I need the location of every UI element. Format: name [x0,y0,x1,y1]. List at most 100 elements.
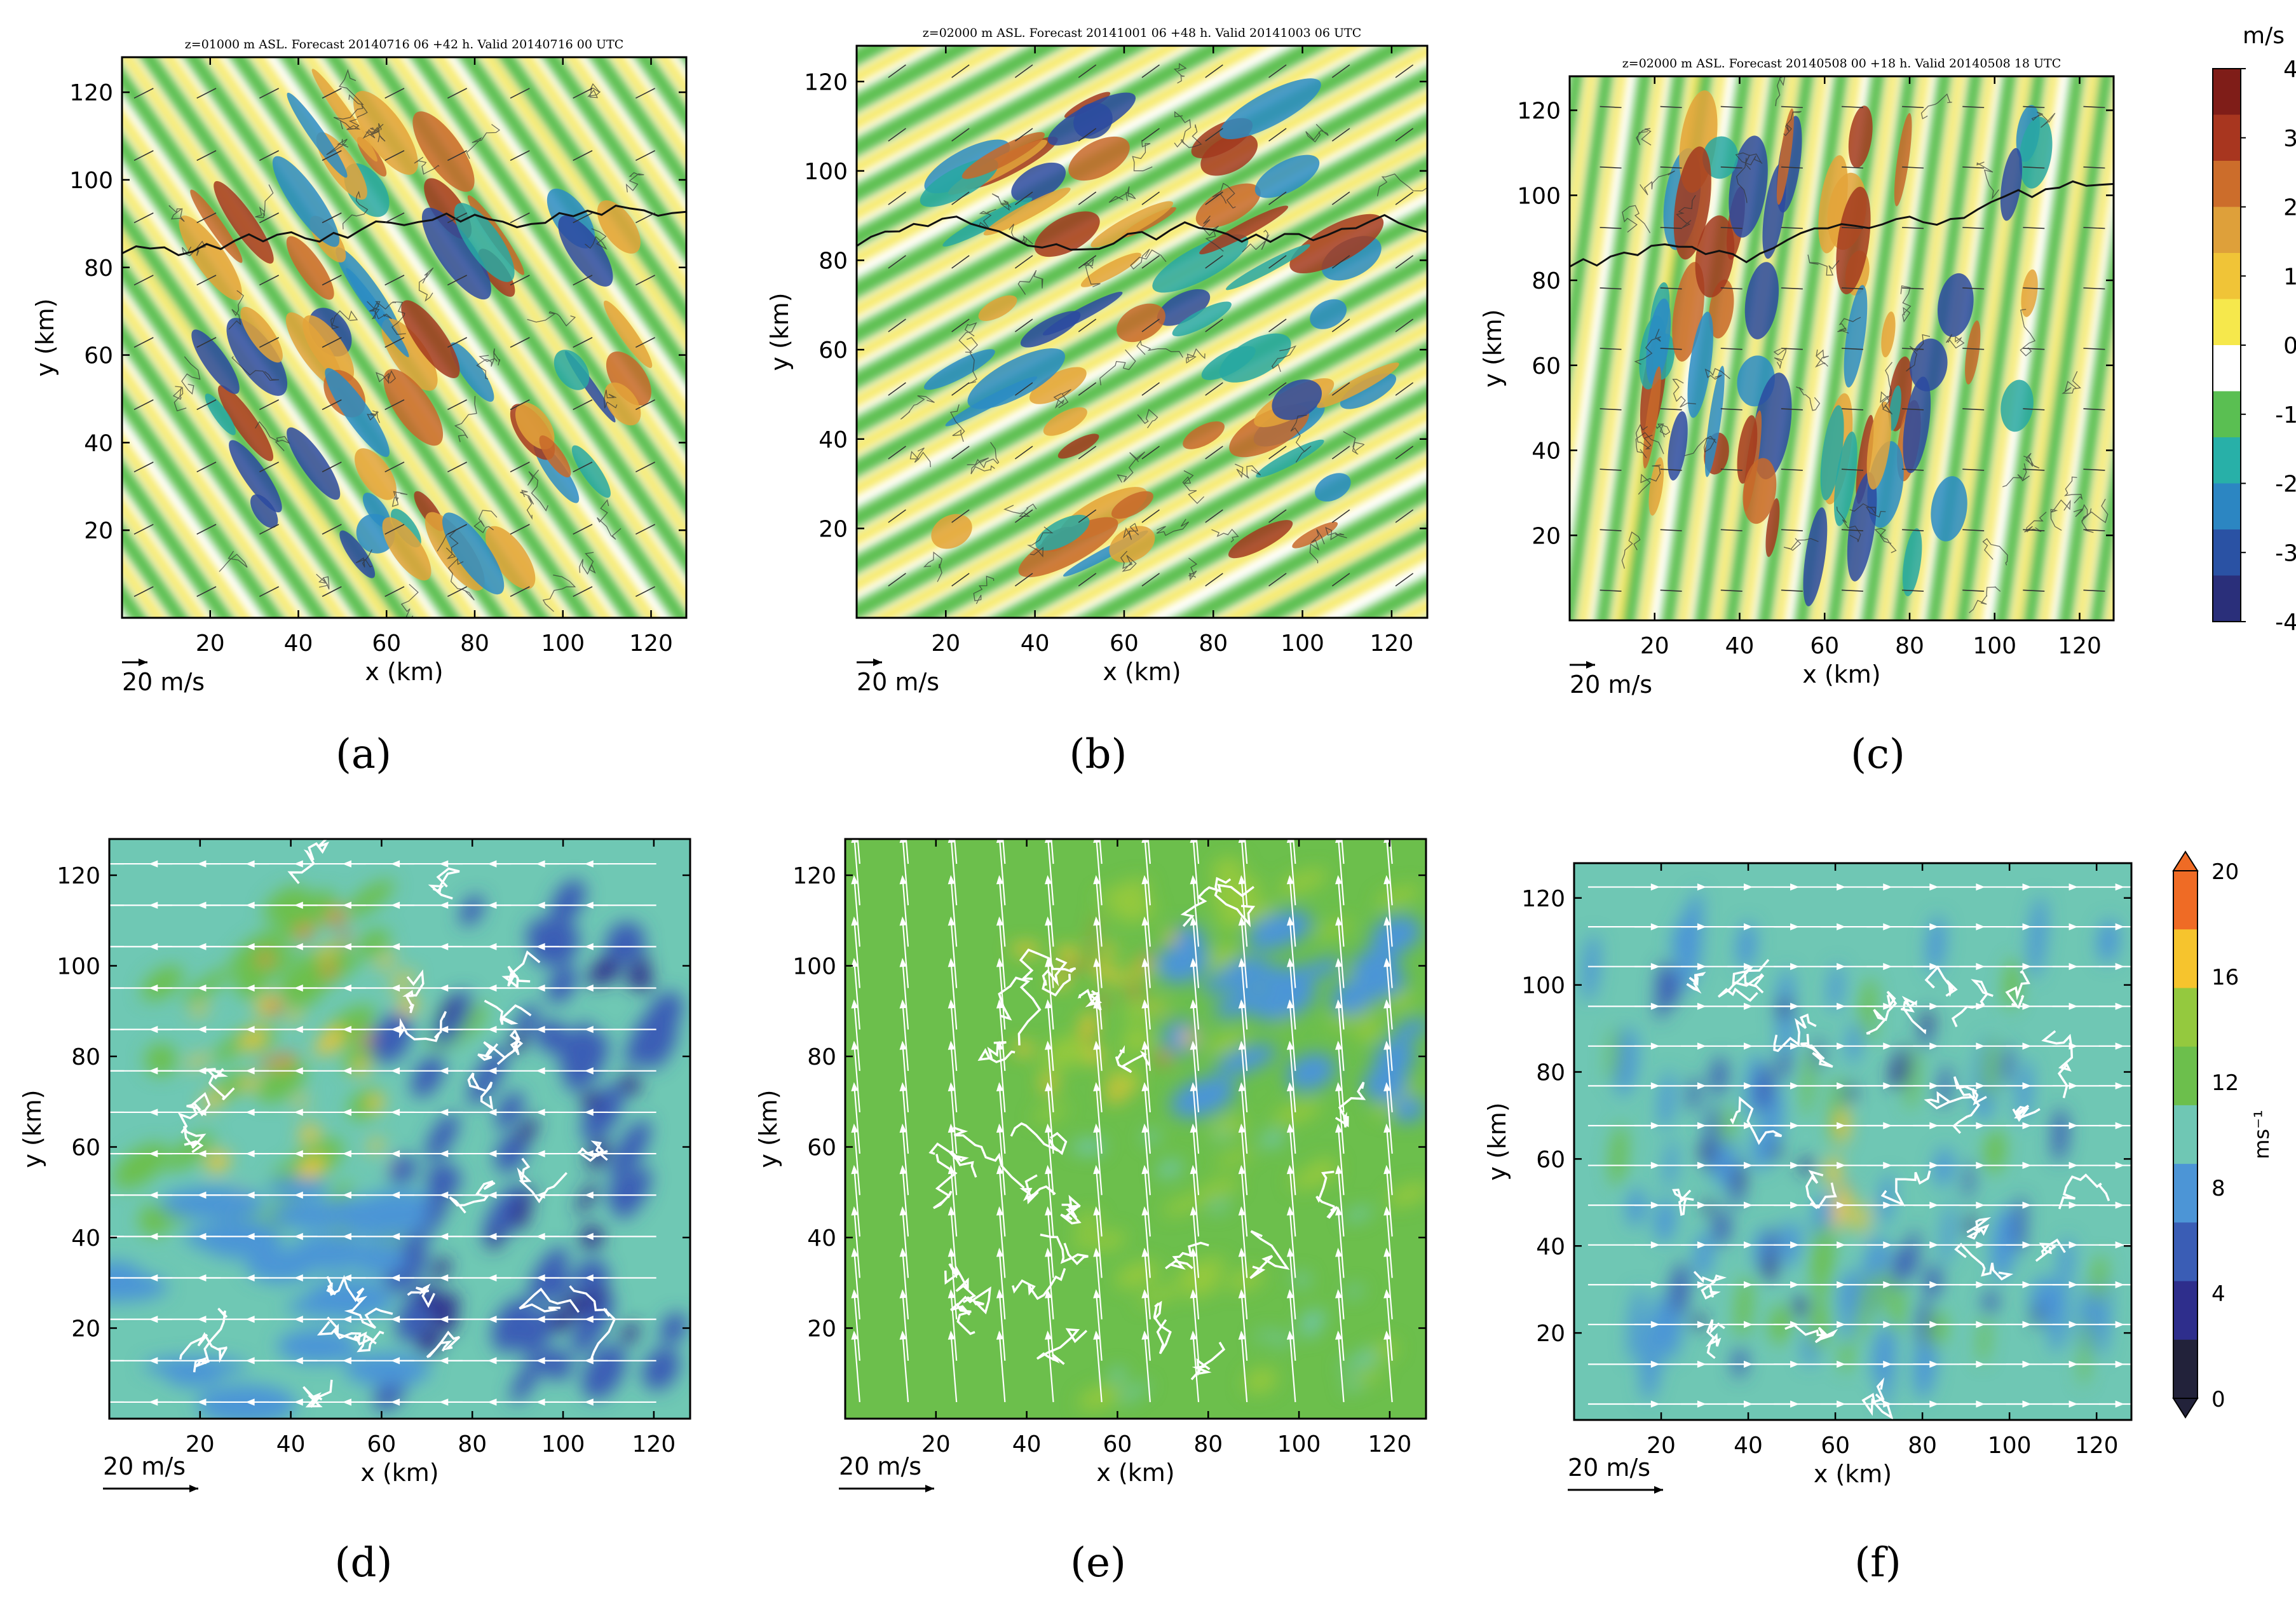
wind-vector [1337,1166,1345,1237]
wind-vector [998,1208,1006,1278]
w-blob [1704,365,1725,477]
contour-line [1202,215,1224,252]
wind-arrow [1395,64,1414,78]
contour-line [955,1286,991,1314]
speed-blob [432,1257,451,1279]
wind-arrow [635,586,656,597]
wind-vector-head [197,984,207,992]
contour-line [1053,389,1071,409]
w-blob [1109,526,1155,563]
colorbar-segment [2213,391,2241,438]
wind-arrow [1205,64,1223,78]
w-blob [1090,201,1174,248]
x-tick-label: 100 [1973,633,2016,659]
wind-vector-head [294,1274,303,1282]
wind-arrow [322,88,342,99]
colorbar-segment [2173,988,2198,1047]
contour-line [402,969,425,1014]
wind-arrow [2083,468,2105,471]
speed-blob [1080,1014,1097,1027]
wind-vector-head [996,1248,1004,1257]
w-band-down [857,62,1427,618]
speed-blob [1610,1124,1627,1187]
contour-line [1635,432,1664,458]
wind-vector-head [1286,1289,1294,1299]
speed-blob [1040,1077,1058,1091]
y-tick-label: 20 [71,1316,100,1342]
wind-vector-head [2163,1004,2169,1009]
wind-vector [853,959,860,1030]
reference-vector-head [139,658,147,666]
wind-arrow [1078,255,1097,269]
wind-arrow [1902,287,1924,290]
wind-vector [1143,877,1151,947]
country-border [1570,180,2114,268]
wind-vector [1337,1001,1345,1071]
contour-line [1235,463,1261,479]
wind-vector-head [391,1108,400,1116]
speed-blob [2034,1302,2042,1328]
wind-vector-head [54,903,60,908]
wind-vector-head [851,916,859,926]
panel-labels: (a) (b) (c) (d) (e) (f) [335,731,1905,1586]
wind-vector-head [536,1232,545,1240]
wind-arrow [1331,573,1350,587]
w-blob [346,268,409,358]
contour-line [1077,988,1103,1011]
wind-arrow [196,586,217,597]
wind-arrow [888,64,906,78]
wind-vector [998,839,1006,906]
speed-blob [1671,1263,1689,1316]
wind-vector-head [149,1067,158,1075]
contour-line [1290,414,1312,463]
wind-vector [1244,839,1248,864]
speed-blob [1070,1140,1094,1152]
speed-blob [1082,1026,1097,1033]
contour-line [362,123,384,139]
wind-vector [950,839,958,906]
w-blob [179,215,242,301]
speed-blob [1699,1144,1713,1160]
wind-vector-head [149,943,158,950]
wind-vector-head [584,1150,594,1157]
x-tick-label: 20 [1647,1433,1676,1459]
w-blob [229,440,282,513]
y-tick-label: 80 [84,256,113,282]
speed-blob [1583,933,1600,1002]
x-tick-label: 80 [1193,1431,1223,1457]
wind-vector-head [536,1191,545,1199]
w-blobs [920,78,1399,578]
speed-blob [1838,1111,1849,1146]
wind-arrow [1331,382,1350,396]
wind-vector-head [487,943,497,950]
wind-arrow [384,586,405,597]
wind-vector-head [245,860,255,868]
wind-vector-head [536,943,545,950]
speed-blob [268,1000,282,1014]
wind-vector [1289,1208,1296,1278]
wind-arrow [1962,408,1985,411]
wind-vector-head [149,1232,158,1240]
wind-arrow [1781,287,1803,290]
wind-arrow [635,461,656,473]
x-tick-label: 60 [372,631,401,657]
wind-vector-head [245,1232,255,1240]
x-tick-label: 80 [458,1431,487,1457]
wind-vector [950,1084,958,1154]
reference-vector-label: 20 m/s [857,668,939,696]
wind-arrow [1014,255,1033,269]
w-blob [1254,154,1320,198]
wind-vector-head [294,1316,303,1323]
speed-blob [1343,1380,1362,1391]
wind-vector [1337,1084,1345,1154]
wind-arrow [259,399,280,411]
wind-arrow [1014,128,1033,142]
speed-blob [390,971,416,990]
contour-line [569,1285,616,1359]
contour-line [370,123,386,142]
wind-vector-head [851,1164,859,1175]
x-tick-label: 100 [541,1431,585,1457]
wind-vector-head [584,901,594,909]
wind-arrow [1014,446,1033,460]
wind-vector-head [342,1398,351,1406]
